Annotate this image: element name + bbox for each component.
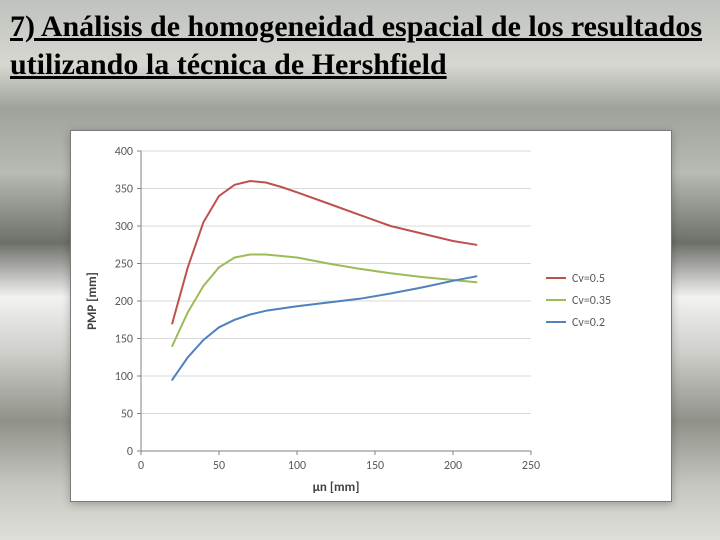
svg-text:300: 300 [115, 220, 133, 234]
svg-text:200: 200 [444, 459, 462, 473]
pmp-line-chart: 0 50 100 150 200 250 300 350 400 0 50 100 150 200 250 μ… [71, 131, 671, 501]
svg-text:50: 50 [121, 408, 133, 422]
slide-title: 7) Análisis de homogeneidad espacial de … [10, 8, 710, 83]
x-axis-label: μn [mm] [313, 480, 360, 495]
svg-text:150: 150 [366, 459, 384, 473]
svg-text:100: 100 [115, 370, 133, 384]
svg-text:350: 350 [115, 183, 133, 197]
y-axis-label: PMP [mm] [85, 272, 100, 330]
svg-text:250: 250 [115, 258, 133, 272]
legend-label: Cv=0.2 [572, 316, 605, 330]
chart-container: 0 50 100 150 200 250 300 350 400 0 50 100 150 200 250 μ… [70, 130, 672, 502]
svg-text:250: 250 [522, 459, 540, 473]
svg-text:400: 400 [115, 145, 133, 159]
legend-label: Cv=0.35 [572, 294, 611, 308]
svg-text:200: 200 [115, 295, 133, 309]
svg-text:150: 150 [115, 333, 133, 347]
svg-text:50: 50 [213, 459, 225, 473]
slide-page: 7) Análisis de homogeneidad espacial de … [0, 0, 720, 540]
svg-text:100: 100 [288, 459, 306, 473]
svg-text:0: 0 [127, 445, 133, 459]
svg-text:0: 0 [138, 459, 144, 473]
legend-label: Cv=0.5 [572, 272, 605, 286]
